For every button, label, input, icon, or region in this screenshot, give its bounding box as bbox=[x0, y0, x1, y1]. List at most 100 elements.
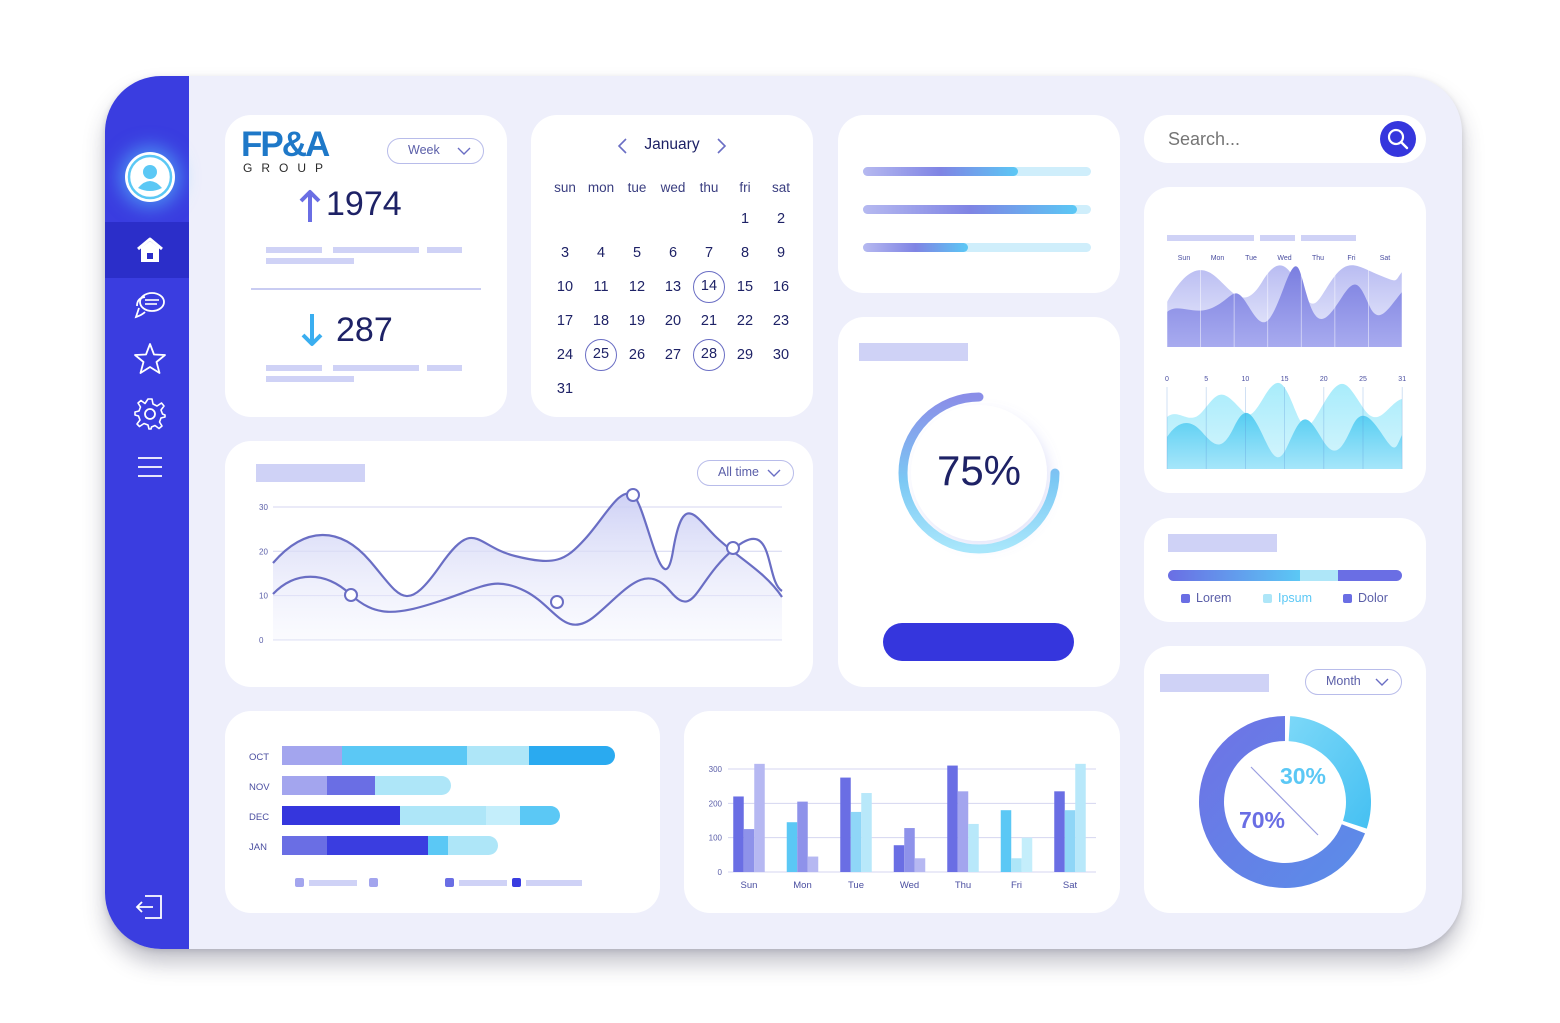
vbar-bar bbox=[947, 765, 958, 872]
vbar-chart: 0 100 200 300 Sun Mon Tue Wed Thu Fri Sat bbox=[709, 763, 1096, 891]
wave-charts: Sun Mon Tue Wed Thu Fri Sat 0 5 10 15 20 25 31 bbox=[1165, 235, 1406, 469]
arrow-down-icon bbox=[301, 314, 323, 346]
calendar-day-14[interactable]: 14 bbox=[693, 271, 725, 303]
range-dropdown[interactable]: All time bbox=[697, 460, 794, 486]
line-point-marker[interactable] bbox=[726, 541, 740, 555]
vbar-category-label: Sun bbox=[741, 880, 758, 891]
search-bar[interactable] bbox=[1144, 115, 1426, 163]
calendar-day-8[interactable]: 8 bbox=[740, 245, 750, 261]
placeholder bbox=[459, 880, 507, 886]
divider bbox=[251, 288, 481, 290]
wave-tick-label: 15 bbox=[1281, 376, 1289, 383]
avatar[interactable] bbox=[125, 152, 175, 202]
gear-icon[interactable] bbox=[133, 397, 167, 431]
search-button[interactable] bbox=[1380, 121, 1416, 157]
menu-icon[interactable] bbox=[133, 450, 167, 484]
calendar-day-24[interactable]: 24 bbox=[556, 347, 574, 363]
placeholder bbox=[309, 880, 357, 886]
star-icon[interactable] bbox=[133, 342, 167, 376]
gauge-action-button[interactable] bbox=[883, 623, 1074, 661]
calendar-day-6[interactable]: 6 bbox=[668, 245, 678, 261]
calendar-day-31[interactable]: 31 bbox=[556, 381, 574, 397]
chat-icon[interactable] bbox=[133, 288, 167, 322]
chevron-right-icon[interactable] bbox=[715, 138, 727, 154]
hbar-segment bbox=[467, 746, 529, 765]
calendar-day-2[interactable]: 2 bbox=[776, 211, 786, 227]
chevron-left-icon[interactable] bbox=[617, 138, 629, 154]
legend-bar-segment-lorem bbox=[1168, 570, 1300, 581]
calendar-day-10[interactable]: 10 bbox=[556, 279, 574, 295]
calendar-day-12[interactable]: 12 bbox=[628, 279, 646, 295]
calendar-day-15[interactable]: 15 bbox=[736, 279, 754, 295]
vbar-bar bbox=[1011, 858, 1022, 872]
vbar-bar bbox=[1000, 810, 1012, 872]
logo-main: FP&A bbox=[241, 125, 330, 164]
period-dropdown[interactable]: Week bbox=[387, 138, 484, 164]
month-dropdown-label: Month bbox=[1326, 674, 1361, 688]
hbar-segment bbox=[342, 746, 467, 765]
calendar-day-27[interactable]: 27 bbox=[664, 347, 682, 363]
calendar-day-13[interactable]: 13 bbox=[664, 279, 682, 295]
vbar-y-tick: 300 bbox=[709, 765, 723, 774]
calendar-day-29[interactable]: 29 bbox=[736, 347, 754, 363]
calendar-day-4[interactable]: 4 bbox=[596, 245, 606, 261]
sidebar-item-home[interactable] bbox=[105, 222, 189, 278]
calendar-weekday-thu: thu bbox=[699, 180, 719, 195]
legend-item-lorem: Lorem bbox=[1181, 591, 1231, 605]
search-input[interactable] bbox=[1168, 125, 1368, 153]
line-point-marker[interactable] bbox=[626, 488, 640, 502]
wave-tick-label: 0 bbox=[1165, 376, 1169, 383]
calendar-day-1[interactable]: 1 bbox=[740, 211, 750, 227]
calendar-day-22[interactable]: 22 bbox=[736, 313, 754, 329]
calendar-day-19[interactable]: 19 bbox=[628, 313, 646, 329]
calendar-day-3[interactable]: 3 bbox=[560, 245, 570, 261]
logout-icon[interactable] bbox=[133, 890, 167, 924]
line-area-fill bbox=[273, 493, 782, 640]
calendar-card: January sun mon tue wed thu fri sat 1 2 3 4 5 6 7 8 9 10… bbox=[531, 115, 813, 417]
placeholder bbox=[266, 376, 354, 382]
vbar-bar bbox=[1075, 763, 1086, 872]
vbar-bar bbox=[733, 796, 744, 872]
calendar-day-25[interactable]: 25 bbox=[585, 339, 617, 371]
hbar-segment-join bbox=[448, 836, 460, 855]
range-dropdown-label: All time bbox=[718, 465, 759, 479]
month-dropdown[interactable]: Month bbox=[1305, 669, 1402, 695]
calendar-day-7[interactable]: 7 bbox=[704, 245, 714, 261]
down-value: 287 bbox=[336, 311, 393, 349]
line-point-marker[interactable] bbox=[550, 595, 564, 609]
line-chart-title-placeholder bbox=[256, 464, 365, 482]
hbar-segment bbox=[400, 806, 486, 825]
wave-area-front-2 bbox=[1167, 412, 1402, 469]
calendar-day-9[interactable]: 9 bbox=[776, 245, 786, 261]
calendar-day-16[interactable]: 16 bbox=[772, 279, 790, 295]
donut-chart: 30% 70% bbox=[1199, 716, 1371, 888]
line-y-tick: 20 bbox=[259, 547, 268, 556]
legend-label: Lorem bbox=[1196, 591, 1232, 605]
line-point-marker[interactable] bbox=[344, 588, 358, 602]
calendar-day-28[interactable]: 28 bbox=[693, 339, 725, 371]
progress-track bbox=[863, 205, 1091, 214]
legend-bar-segment-ipsum bbox=[1300, 570, 1338, 581]
calendar-day-18[interactable]: 18 bbox=[592, 313, 610, 329]
gauge-title-placeholder bbox=[859, 343, 968, 361]
calendar-day-17[interactable]: 17 bbox=[556, 313, 574, 329]
vbar-y-tick: 100 bbox=[709, 834, 723, 843]
hbar-category-label: NOV bbox=[249, 782, 270, 793]
up-value: 1974 bbox=[326, 185, 402, 223]
vbar-bar bbox=[754, 763, 765, 872]
calendar-day-23[interactable]: 23 bbox=[772, 313, 790, 329]
calendar-day-26[interactable]: 26 bbox=[628, 347, 646, 363]
placeholder bbox=[266, 258, 354, 264]
vbar-card: 0 100 200 300 Sun Mon Tue Wed Thu Fri Sat bbox=[684, 711, 1120, 913]
legend-label: Ipsum bbox=[1278, 591, 1313, 605]
hbar-segment bbox=[327, 776, 375, 795]
hbar-segment bbox=[375, 776, 451, 795]
calendar-day-11[interactable]: 11 bbox=[593, 279, 609, 295]
vbar-bar bbox=[957, 791, 969, 872]
calendar-day-20[interactable]: 20 bbox=[664, 313, 682, 329]
calendar-day-21[interactable]: 21 bbox=[700, 313, 718, 329]
donut-divider-line bbox=[1250, 766, 1319, 836]
calendar-day-5[interactable]: 5 bbox=[632, 245, 642, 261]
calendar-day-30[interactable]: 30 bbox=[772, 347, 790, 363]
placeholder bbox=[1167, 235, 1254, 241]
